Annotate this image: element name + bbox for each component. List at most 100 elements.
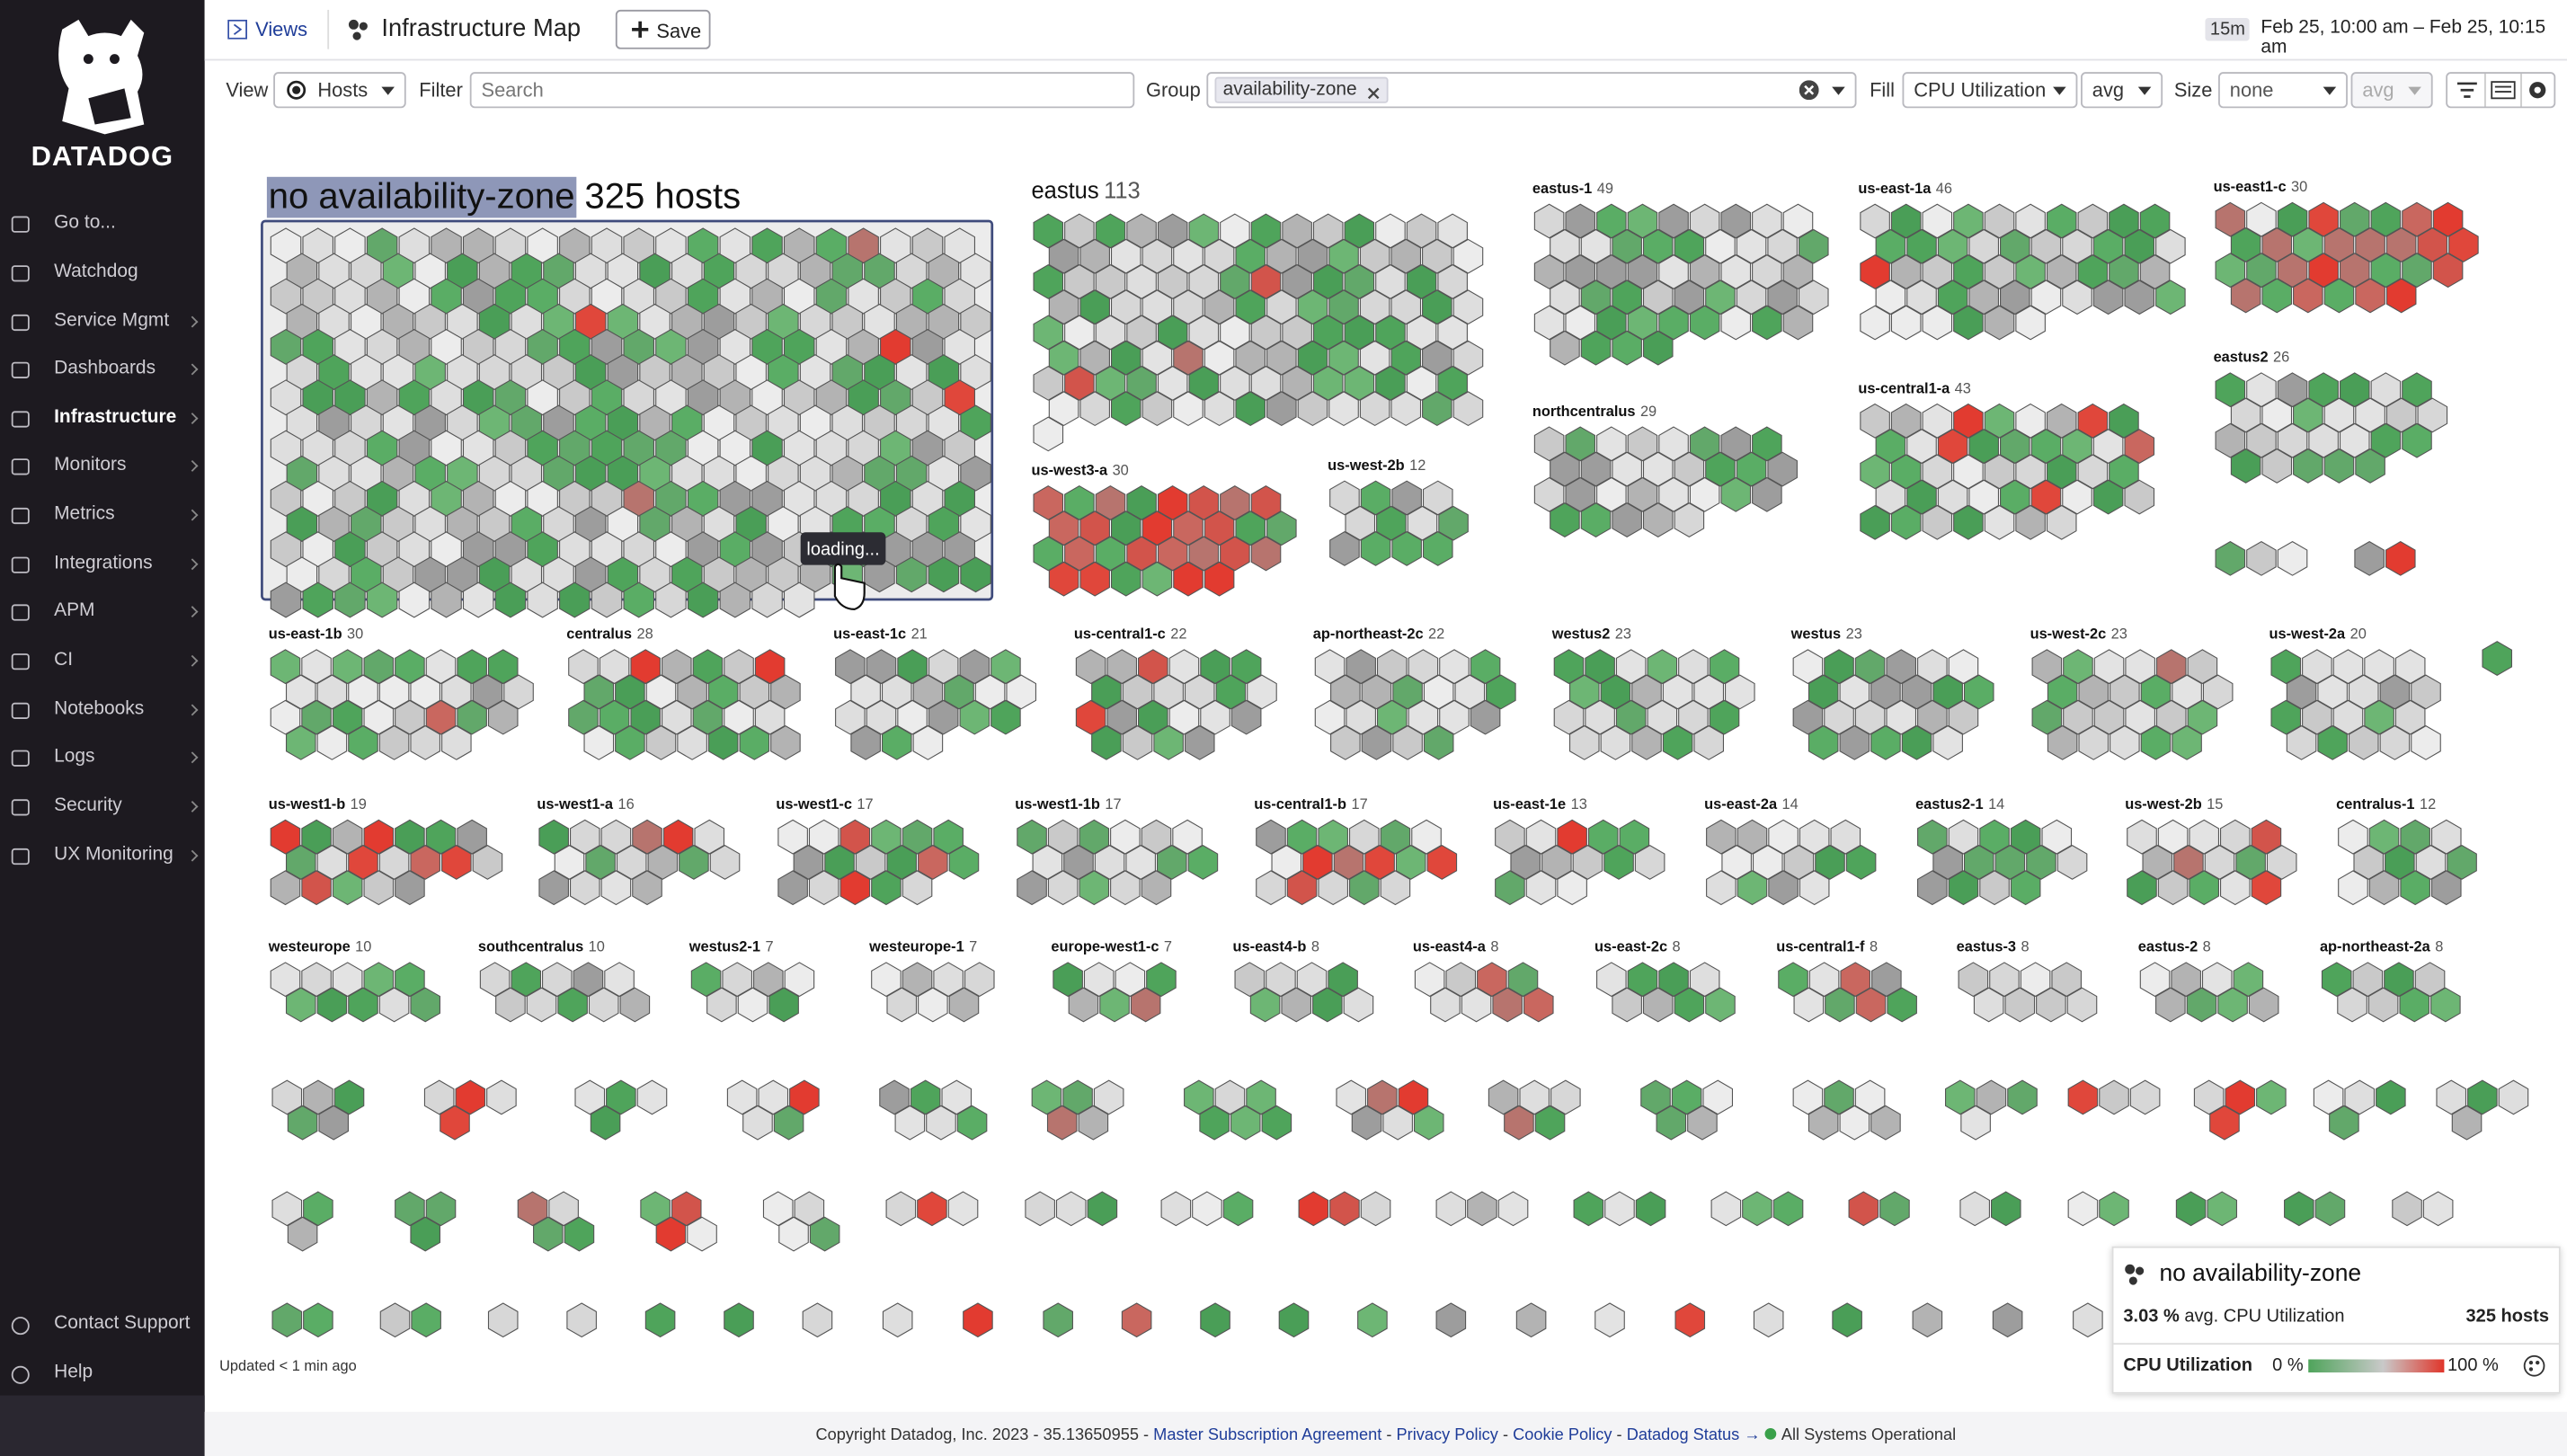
host-hex xyxy=(511,354,543,391)
nav-item[interactable]: Notebooks xyxy=(54,699,145,719)
host-hex xyxy=(431,329,462,365)
legend-icon xyxy=(2125,1264,2145,1285)
host-hex xyxy=(1782,305,1814,341)
group-name: eastus-2 xyxy=(2138,939,2198,955)
host-hex xyxy=(363,962,395,998)
nav-item[interactable]: Service Mgmt xyxy=(54,311,170,332)
separator: - xyxy=(1502,1426,1509,1445)
nav-item[interactable]: APM xyxy=(54,600,95,621)
footer-link[interactable]: Cookie Policy xyxy=(1513,1426,1612,1445)
nav-item[interactable]: Watchdog xyxy=(54,262,138,282)
time-chip[interactable]: 15m xyxy=(2205,18,2251,41)
chip-remove[interactable] xyxy=(1367,87,1381,101)
nav-item[interactable]: CI xyxy=(54,650,74,670)
host-hex xyxy=(398,329,431,365)
host-hex xyxy=(2321,962,2352,998)
host-hex xyxy=(1391,531,1422,566)
group-input[interactable]: availability-zone xyxy=(1206,72,1857,109)
nav-item[interactable]: Contact Support xyxy=(54,1313,191,1334)
host-hex xyxy=(911,480,944,517)
host-hex xyxy=(1922,504,1953,540)
group-count: 7 xyxy=(1164,939,1172,955)
host-hex xyxy=(1220,264,1250,299)
fill-metric-select[interactable]: CPU Utilization xyxy=(1902,72,2078,109)
host-hex xyxy=(1973,987,2004,1023)
host-hex xyxy=(574,354,607,391)
group-chip[interactable]: availability-zone xyxy=(1214,76,1389,103)
host-hex xyxy=(395,819,425,855)
host-hex xyxy=(1380,819,1411,855)
host-hex xyxy=(911,227,944,264)
host-hex xyxy=(1093,1079,1124,1115)
host-hex xyxy=(960,506,991,542)
host-hex xyxy=(2124,280,2155,315)
host-hex xyxy=(494,582,527,618)
palette-icon[interactable] xyxy=(2523,1354,2546,1378)
host-hex xyxy=(655,531,687,568)
group-label: us-east4-b 8 xyxy=(1233,939,1319,955)
host-hex xyxy=(574,303,607,340)
nav-item[interactable]: Monitors xyxy=(54,455,127,475)
fill-agg-select[interactable]: avg xyxy=(2081,72,2163,109)
host-hex xyxy=(270,329,302,365)
host-hex xyxy=(871,819,902,855)
clear-icon[interactable] xyxy=(1799,80,1819,101)
host-hex xyxy=(1510,845,1541,880)
filter-input[interactable]: Search xyxy=(469,72,1135,109)
time-text[interactable]: Feb 25, 10:00 am – Feb 25, 10:15 am xyxy=(2261,18,2546,58)
nav-item[interactable]: Security xyxy=(54,795,122,816)
host-hex xyxy=(1122,724,1153,760)
host-hex xyxy=(1411,819,1442,855)
host-hex xyxy=(334,430,366,466)
host-hex xyxy=(928,556,960,593)
host-hex xyxy=(1515,1302,1547,1338)
host-hex xyxy=(1115,962,1146,998)
host-hex xyxy=(2329,1105,2359,1141)
host-hex xyxy=(662,819,694,855)
host-hex xyxy=(2015,254,2046,289)
nav-item[interactable]: Help xyxy=(54,1363,93,1382)
group-label: us-east-2c 8 xyxy=(1594,939,1681,955)
save-button[interactable]: Save xyxy=(615,9,711,49)
host-hex xyxy=(1808,1105,1839,1141)
group-count: 8 xyxy=(2203,939,2211,955)
footer-link[interactable]: Privacy Policy xyxy=(1396,1426,1498,1445)
host-hex xyxy=(332,819,363,855)
group-name: eastus2-1 xyxy=(1915,796,1984,812)
toolbar-icons[interactable] xyxy=(2447,74,2554,107)
group-label: europe-west1-c 7 xyxy=(1051,939,1172,955)
host-hex xyxy=(719,531,751,568)
host-hex xyxy=(301,649,332,685)
host-hex xyxy=(1658,254,1689,289)
views-link[interactable]: Views xyxy=(255,18,308,41)
nav-item[interactable]: Metrics xyxy=(54,504,115,525)
legend-title: no availability-zone xyxy=(2159,1261,2362,1288)
host-hex xyxy=(866,649,897,685)
host-hex xyxy=(1596,426,1627,462)
host-hex xyxy=(1407,505,1438,541)
host-hex xyxy=(2110,724,2140,760)
host-hex xyxy=(871,870,902,906)
host-hex xyxy=(1550,502,1580,537)
nav-item[interactable]: Infrastructure xyxy=(54,407,177,428)
footer-link[interactable]: Datadog Status → xyxy=(1626,1426,1761,1445)
host-hex xyxy=(351,506,382,542)
host-hex xyxy=(911,278,944,315)
footer-link[interactable]: Master Subscription Agreement xyxy=(1153,1426,1382,1445)
host-hex xyxy=(1329,531,1360,566)
host-hex xyxy=(2078,674,2110,710)
group-count: 17 xyxy=(857,796,873,812)
host-hex xyxy=(1006,674,1037,710)
host-hex xyxy=(1901,674,1932,710)
size-metric-select[interactable]: none xyxy=(2218,72,2348,109)
host-hex xyxy=(570,870,600,906)
nav-item[interactable]: Logs xyxy=(54,746,95,767)
host-hex xyxy=(270,430,302,466)
nav-item[interactable]: Integrations xyxy=(54,553,153,573)
nav-item[interactable]: Go to... xyxy=(54,212,116,233)
nav-item[interactable]: UX Monitoring xyxy=(54,845,173,866)
nav-item[interactable]: Dashboards xyxy=(54,359,156,378)
group-label: southcentralus 10 xyxy=(478,939,605,955)
host-hex xyxy=(2220,870,2251,906)
host-hex xyxy=(1314,699,1346,735)
